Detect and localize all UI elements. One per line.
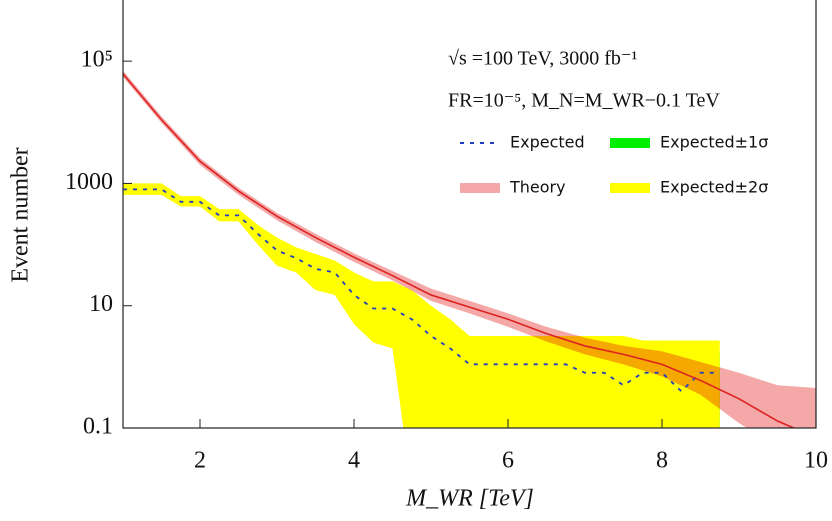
y-tick-label: 1000 <box>65 169 113 195</box>
x-tick-label: 2 <box>194 448 206 474</box>
y-tick-label: 10 <box>89 291 113 317</box>
annotation: √s =100 TeV, 3000 fb⁻¹ <box>448 48 637 70</box>
legend-label: Expected±2σ <box>660 178 768 197</box>
band <box>123 70 816 428</box>
line <box>123 73 796 428</box>
legend-label: Theory <box>509 178 566 197</box>
legend-swatch <box>610 138 650 148</box>
legend-label: Expected <box>510 133 585 152</box>
line <box>123 188 720 393</box>
x-axis-label: M_WR [TeV] <box>405 486 534 512</box>
x-tick-label: 10 <box>804 448 828 474</box>
y-tick-label: 10⁵ <box>81 47 113 73</box>
band <box>123 183 720 428</box>
y-tick-label: 0.1 <box>83 414 113 440</box>
legend-label: Expected±1σ <box>660 133 768 152</box>
x-tick-label: 8 <box>656 448 668 474</box>
legend-swatch <box>460 183 500 193</box>
y-axis-label: Event number <box>8 147 34 282</box>
x-tick-label: 6 <box>502 448 514 474</box>
x-tick-label: 4 <box>348 448 360 474</box>
legend-swatch <box>610 183 650 193</box>
annotation: FR=10⁻⁵, M_N=M_WR−0.1 TeV <box>448 90 720 112</box>
plot-area <box>123 70 816 428</box>
frame <box>122 0 817 429</box>
